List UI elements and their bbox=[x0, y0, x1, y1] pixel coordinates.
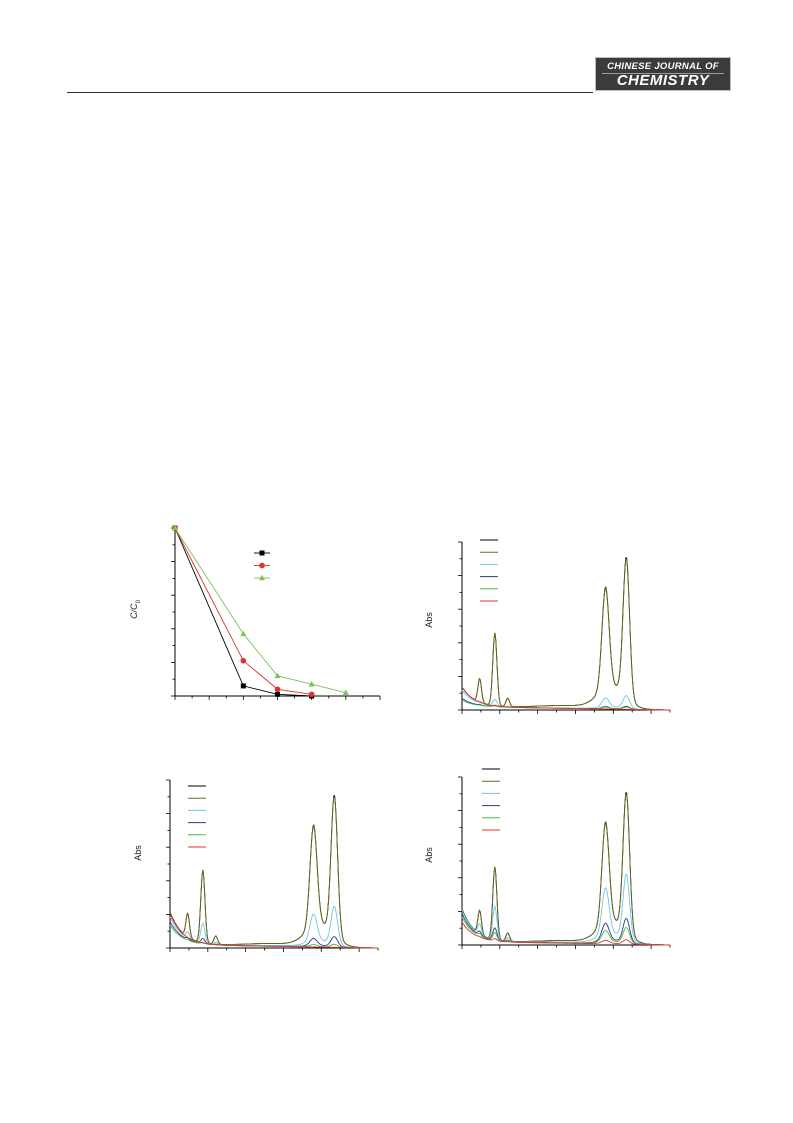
chart4-ylabel: Abs bbox=[423, 847, 434, 863]
chart3-absorbance-spectra bbox=[166, 779, 379, 952]
chart1-degradation-plot bbox=[171, 524, 381, 700]
chart2-ylabel: Abs bbox=[423, 612, 434, 628]
chart2-absorbance-spectra bbox=[458, 539, 671, 714]
series-line bbox=[174, 527, 312, 695]
data-point bbox=[240, 657, 247, 664]
spectrum-line bbox=[461, 558, 671, 711]
chart4-absorbance-spectra bbox=[458, 768, 671, 949]
series-line bbox=[174, 527, 312, 697]
logo-divider bbox=[602, 73, 724, 74]
spectrum-line bbox=[461, 921, 671, 946]
data-point bbox=[240, 630, 247, 637]
spectrum-line bbox=[461, 557, 671, 711]
chart3-ylabel: Abs bbox=[132, 845, 143, 861]
spectrum-line bbox=[461, 792, 671, 946]
spectrum-line bbox=[461, 793, 671, 946]
logo-line2: CHEMISTRY bbox=[616, 72, 710, 89]
spectrum-line bbox=[169, 905, 379, 949]
legend-marker bbox=[259, 562, 265, 569]
data-point bbox=[274, 686, 281, 693]
data-point bbox=[240, 683, 246, 689]
journal-logo: CHINESE JOURNAL OF CHEMISTRY bbox=[595, 57, 731, 91]
data-point bbox=[274, 672, 281, 679]
legend-marker bbox=[259, 550, 265, 556]
chart1-ylabel: C/C0 bbox=[129, 599, 142, 619]
data-point bbox=[308, 681, 315, 687]
spectrum-line bbox=[169, 795, 379, 949]
logo-line1: CHINESE JOURNAL OF bbox=[607, 61, 719, 72]
spectrum-line bbox=[169, 796, 379, 949]
spectrum-line bbox=[461, 686, 671, 711]
header-rule bbox=[67, 92, 593, 93]
data-point bbox=[308, 691, 315, 698]
data-point bbox=[342, 689, 349, 695]
data-point bbox=[275, 691, 280, 697]
legend-marker bbox=[259, 574, 265, 581]
spectrum-line bbox=[169, 913, 379, 949]
spectrum-line bbox=[461, 874, 671, 946]
data-point bbox=[172, 524, 178, 531]
